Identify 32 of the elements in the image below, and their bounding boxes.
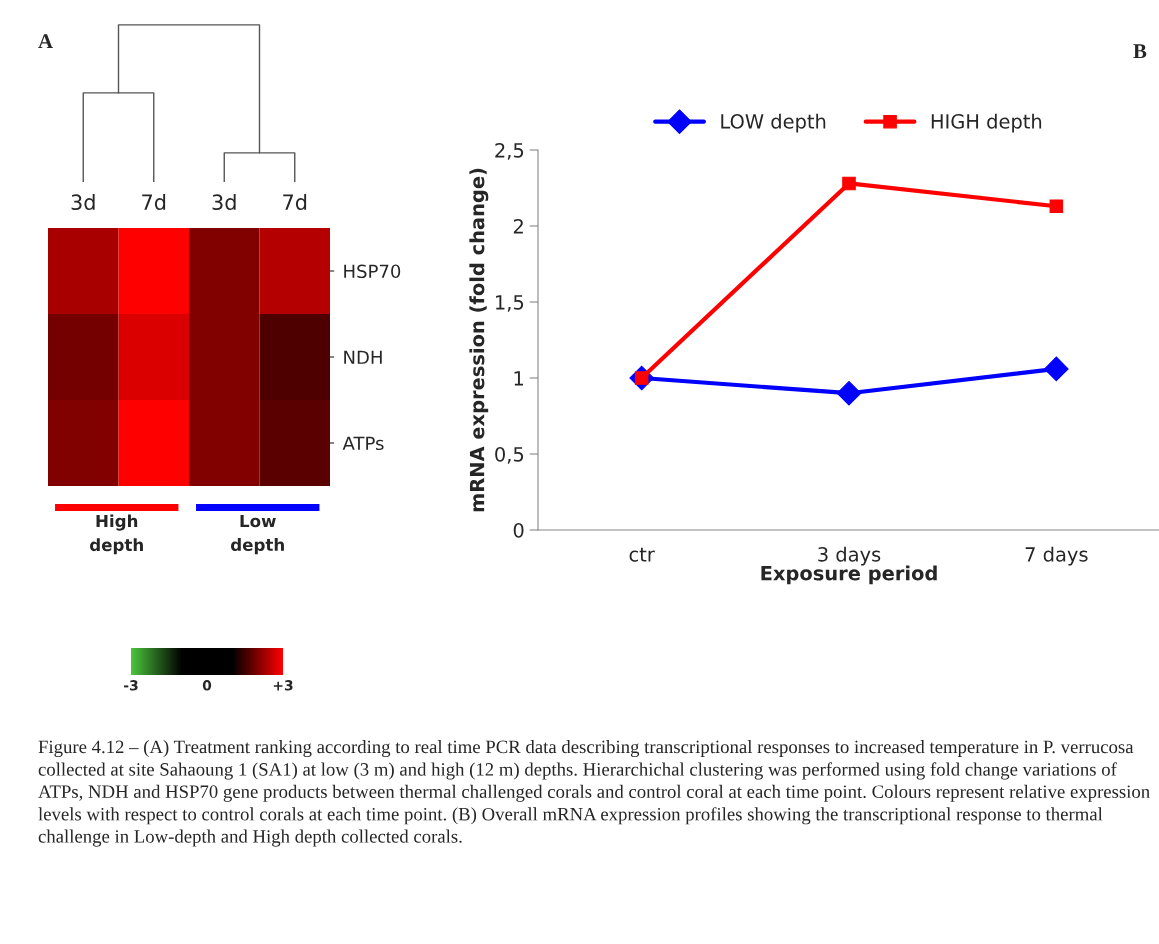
legend-label: LOW depth (721, 113, 826, 133)
x-tick-label: 3d (212, 193, 236, 211)
x-tick-label: 7 days (1025, 546, 1088, 566)
y-tick-label: 1 (514, 371, 524, 386)
y-axis-title: mRNA expression (fold change) (469, 168, 489, 512)
x-tick-label: 7d (283, 193, 307, 211)
caption: Figure 4.12 – (A) Treatment ranking according to real time PCR data describing transcriptional responses to increased temperature in P. verrucosa collected at site Sahaoung 1 (SA1) at low (3 m) and high (12 m) depths. Hierarchichal clustering was performed using fold change variations of ATPs, NDH and HSP70 gene products between thermal challenged corals and control coral at each time point. Colours represent relative expression levels with respect to control corals at each time point. (B) Overall mRNA expression profiles showing the transcriptional response to thermal challenge in Low-depth and High depth collected corals. (38, 740, 1150, 847)
color-bar-label: -3 (124, 680, 138, 691)
x-tick-label: 7d (142, 193, 166, 211)
y-tick-label: NDH (344, 350, 382, 364)
text: Low depth (230, 514, 284, 555)
y-tick-label: 1,5 (496, 295, 524, 312)
text: B (1133, 44, 1147, 59)
point (1044, 356, 1069, 382)
y-tick-label: ATPs (342, 436, 384, 451)
y-tick-label: 2 (513, 218, 523, 234)
text: A (38, 34, 53, 48)
legend-label: HIGH depth (931, 113, 1042, 133)
x-axis-title: Exposure period (761, 565, 937, 585)
y-tick-label: 2,5 (495, 142, 524, 160)
y-tick-label: HSP70 (344, 264, 401, 279)
y-tick-label: 0 (513, 522, 524, 538)
y-tick-label: 0,5 (495, 446, 524, 464)
x-tick-label: 3 days (818, 546, 881, 566)
point (842, 176, 856, 191)
text: High depth (89, 514, 143, 555)
x-tick-label: 3d (71, 193, 95, 211)
color-bar-label: +3 (273, 680, 293, 691)
point (1049, 199, 1064, 214)
color-bar-label: 0 (202, 680, 212, 691)
x-tick-label: ctr (629, 547, 655, 562)
point (836, 380, 862, 406)
